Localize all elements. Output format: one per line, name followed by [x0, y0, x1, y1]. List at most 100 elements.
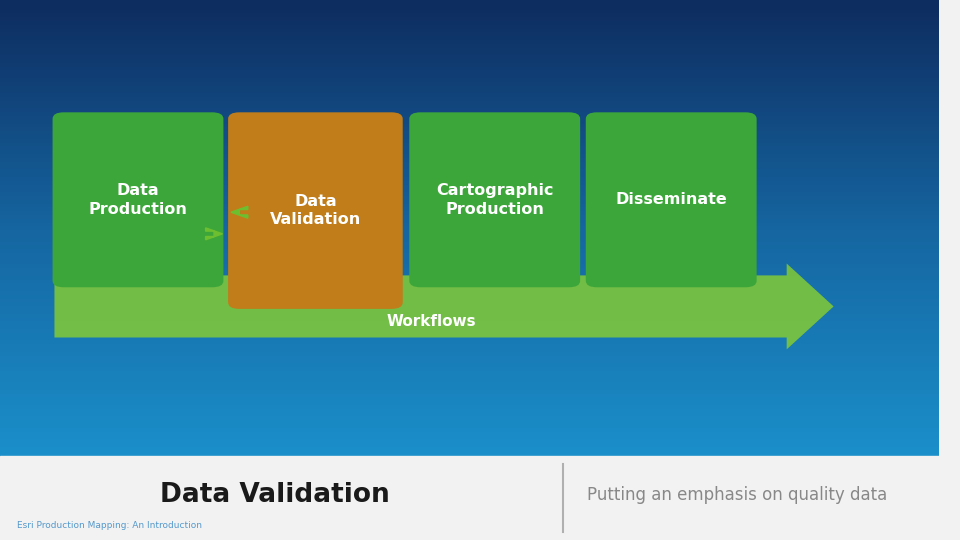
Bar — [0, 216, 939, 220]
Bar — [0, 327, 939, 331]
Bar — [0, 433, 939, 437]
Bar — [0, 98, 939, 103]
Bar — [0, 125, 939, 129]
Bar — [0, 190, 939, 194]
Bar — [0, 64, 939, 69]
Bar — [0, 152, 939, 156]
FancyBboxPatch shape — [228, 112, 403, 309]
Text: Workflows: Workflows — [387, 314, 476, 329]
Bar — [0, 144, 939, 148]
Bar — [0, 18, 939, 23]
Bar — [0, 353, 939, 357]
Text: Disseminate: Disseminate — [615, 192, 727, 207]
Bar — [0, 182, 939, 186]
Bar — [0, 132, 939, 137]
Bar — [0, 258, 939, 262]
Bar — [0, 121, 939, 125]
Bar — [0, 323, 939, 327]
Bar — [0, 156, 939, 160]
Bar — [0, 3, 939, 8]
FancyBboxPatch shape — [53, 112, 224, 287]
Polygon shape — [55, 264, 833, 349]
Bar — [0, 87, 939, 91]
Bar — [0, 391, 939, 395]
Bar — [0, 300, 939, 304]
Bar — [0, 37, 939, 42]
Text: Data Validation: Data Validation — [159, 482, 390, 508]
Bar — [0, 269, 939, 274]
Bar — [0, 228, 939, 232]
Bar — [0, 163, 939, 167]
Bar — [0, 437, 939, 441]
Bar — [0, 402, 939, 407]
Bar — [0, 102, 939, 106]
Bar — [0, 372, 939, 376]
Bar — [0, 57, 939, 61]
Bar — [0, 212, 939, 217]
Bar — [0, 205, 939, 209]
Bar — [0, 208, 939, 213]
Bar — [0, 266, 939, 270]
Text: Data
Validation: Data Validation — [270, 194, 361, 227]
Bar — [0, 79, 939, 84]
Bar — [0, 232, 939, 236]
Bar — [0, 148, 939, 152]
Bar — [0, 311, 939, 315]
Bar — [0, 281, 939, 285]
FancyArrow shape — [205, 228, 223, 240]
Bar — [0, 330, 939, 335]
Bar — [0, 380, 939, 384]
Bar — [0, 303, 939, 308]
Bar — [0, 418, 939, 422]
Bar — [0, 49, 939, 53]
Bar — [0, 220, 939, 224]
Bar — [0, 441, 939, 445]
Bar — [0, 349, 939, 354]
Bar — [0, 117, 939, 122]
Bar — [0, 399, 939, 403]
Bar — [0, 239, 939, 244]
Bar — [0, 106, 939, 110]
Bar — [0, 444, 939, 449]
Bar — [0, 315, 939, 320]
Bar — [0, 197, 939, 201]
Bar — [0, 346, 939, 350]
Bar — [0, 368, 939, 373]
Text: Putting an emphasis on quality data: Putting an emphasis on quality data — [587, 486, 887, 504]
Bar — [0, 296, 939, 300]
Bar — [0, 224, 939, 228]
Bar — [0, 364, 939, 369]
Bar — [0, 11, 939, 15]
Bar — [0, 83, 939, 87]
Text: Esri Production Mapping: An Introduction: Esri Production Mapping: An Introduction — [17, 521, 202, 530]
Bar — [0, 288, 939, 293]
Bar — [0, 193, 939, 198]
Bar — [0, 113, 939, 118]
Bar — [0, 60, 939, 65]
Bar — [0, 178, 939, 183]
Bar — [0, 159, 939, 164]
Bar — [0, 387, 939, 392]
Bar — [0, 91, 939, 95]
Bar — [0, 426, 939, 430]
Bar — [0, 53, 939, 57]
Bar — [0, 406, 939, 410]
Bar — [0, 456, 939, 540]
Bar — [0, 319, 939, 323]
Bar — [0, 201, 939, 205]
Bar — [0, 307, 939, 312]
Text: Cartographic
Production: Cartographic Production — [436, 183, 554, 217]
Bar — [0, 277, 939, 281]
Bar — [0, 137, 939, 141]
Bar — [0, 171, 939, 175]
Bar — [0, 45, 939, 50]
Bar — [0, 383, 939, 388]
Bar — [0, 76, 939, 80]
Bar — [0, 235, 939, 240]
FancyBboxPatch shape — [586, 112, 756, 287]
Bar — [0, 273, 939, 278]
Bar — [0, 452, 939, 456]
Bar — [0, 243, 939, 247]
Text: Data
Production: Data Production — [88, 183, 187, 217]
Bar — [0, 26, 939, 30]
